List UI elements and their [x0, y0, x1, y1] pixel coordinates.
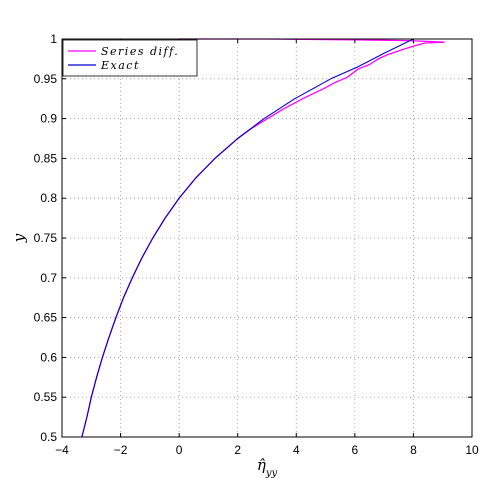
y-tick-label: 0.5 — [40, 430, 57, 444]
x-tick-label: 0 — [176, 443, 183, 457]
y-tick-label: 0.75 — [34, 231, 58, 245]
y-tick-label: 0.85 — [34, 151, 58, 165]
y-tick-label: 0.6 — [40, 350, 57, 364]
x-tick-label: 6 — [352, 443, 359, 457]
x-tick-label: −4 — [55, 443, 69, 457]
legend-label: Series diff. — [101, 45, 179, 58]
legend-box — [62, 39, 198, 77]
y-tick-label: 0.55 — [34, 390, 58, 404]
legend: Series diff.Exact — [62, 39, 198, 77]
series-layer — [81, 38, 445, 438]
y-tick-label: 1 — [50, 32, 57, 46]
x-tick-label: 4 — [293, 443, 300, 457]
y-tick-label: 0.95 — [34, 72, 58, 86]
x-tick-label: 10 — [465, 443, 479, 457]
x-axis-label: η̂yy — [257, 456, 278, 479]
y-tick-label: 0.7 — [40, 271, 57, 285]
grid — [62, 39, 472, 437]
series-line-exact — [81, 38, 414, 438]
x-tick-label: 2 — [234, 443, 241, 457]
y-tick-label: 0.9 — [40, 112, 57, 126]
axis-ticks: −4 −2 0 2 4 6 8 10 0.5 0.55 0.6 0.65 0.7 0.75 0.8 0.85 0… — [34, 32, 479, 457]
y-tick-label: 0.8 — [40, 191, 57, 205]
x-tick-label: −2 — [114, 443, 128, 457]
x-tick-label: 8 — [410, 443, 417, 457]
y-axis-label: y — [10, 233, 28, 243]
legend-label: Exact — [100, 59, 140, 72]
y-tick-label: 0.65 — [34, 311, 58, 325]
